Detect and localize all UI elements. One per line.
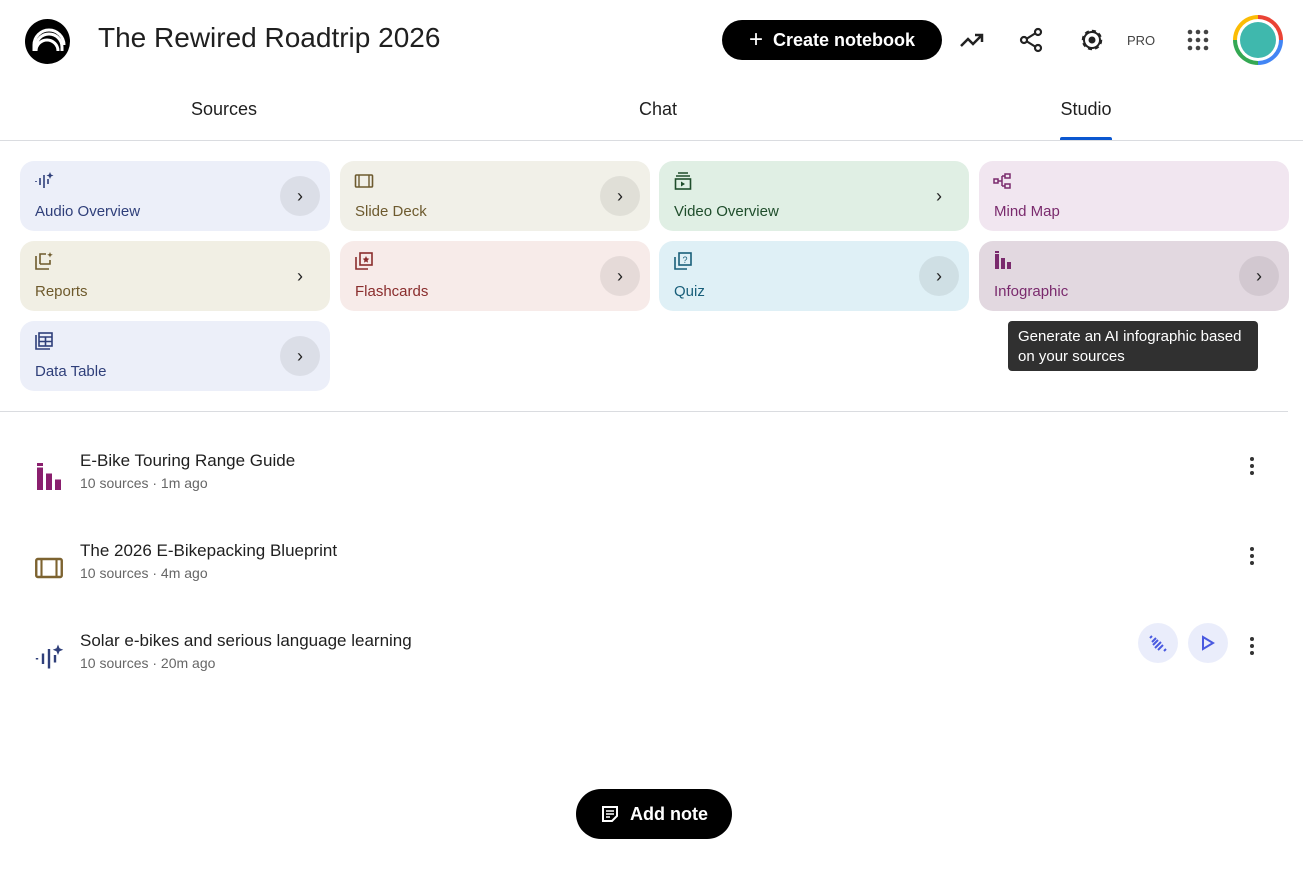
waving-hand-icon [1149, 635, 1167, 652]
chevron-right-icon[interactable]: › [280, 176, 320, 216]
flashcards-icon [354, 251, 374, 271]
apps-grid-icon[interactable] [1182, 24, 1214, 56]
chevron-right-icon[interactable]: › [936, 185, 942, 206]
studio-tool-audio-overview[interactable]: Audio Overview › [20, 161, 330, 231]
slides-icon [34, 553, 64, 583]
create-notebook-label: Create notebook [772, 29, 916, 50]
studio-tool-data-table[interactable]: Data Table › [20, 321, 330, 391]
tab-studio[interactable]: Studio [1060, 99, 1112, 119]
studio-tool-label: Reports [35, 283, 88, 300]
studio-tool-slide-deck[interactable]: Slide Deck › [340, 161, 650, 231]
settings-icon[interactable] [1076, 24, 1108, 56]
play-button[interactable] [1188, 623, 1228, 663]
mind-map-icon [993, 171, 1013, 191]
chevron-right-icon[interactable]: › [1239, 256, 1279, 296]
output-title: Solar e-bikes and serious language learn… [80, 631, 412, 650]
tab-sources[interactable]: Sources [190, 99, 258, 119]
more-options-icon[interactable] [1242, 541, 1262, 571]
add-note-label: Add note [630, 803, 708, 824]
studio-tool-label: Data Table [35, 363, 107, 380]
output-title: E-Bike Touring Range Guide [80, 451, 296, 470]
plus-icon: + [748, 26, 763, 53]
audio-waveform-icon [34, 643, 64, 673]
video-icon [673, 171, 693, 191]
chevron-right-icon[interactable]: › [919, 256, 959, 296]
studio-tool-label: Mind Map [994, 203, 1060, 220]
active-tab-indicator [1060, 137, 1112, 140]
add-note-button[interactable]: Add note [576, 789, 732, 839]
audio-waveform-icon [34, 171, 54, 191]
infographic-icon [993, 251, 1013, 271]
studio-tool-label: Flashcards [355, 283, 429, 300]
tab-chat[interactable]: Chat [638, 99, 678, 119]
chevron-right-icon[interactable]: › [600, 256, 640, 296]
studio-output-item[interactable]: Solar e-bikes and serious language learn… [0, 623, 1303, 691]
studio-tool-mind-map[interactable]: Mind Map [979, 161, 1289, 231]
reports-icon [34, 251, 54, 271]
share-icon[interactable] [1015, 24, 1047, 56]
interactive-mode-button[interactable] [1138, 623, 1178, 663]
output-title: The 2026 E-Bikepacking Blueprint [80, 541, 338, 560]
studio-tool-infographic[interactable]: Infographic › [979, 241, 1289, 311]
create-notebook-button[interactable]: + Create notebook [722, 20, 942, 60]
studio-tool-flashcards[interactable]: Flashcards › [340, 241, 650, 311]
pro-badge: PRO [1127, 33, 1156, 48]
studio-tool-label: Quiz [674, 283, 705, 300]
data-table-icon [34, 331, 54, 351]
note-icon [602, 806, 618, 822]
studio-output-item[interactable]: The 2026 E-Bikepacking Blueprint 10 sour… [0, 541, 1303, 601]
infographic-icon [34, 463, 64, 493]
play-icon [1202, 635, 1215, 651]
chevron-right-icon[interactable]: › [280, 336, 320, 376]
studio-tool-label: Audio Overview [35, 203, 141, 220]
more-options-icon[interactable] [1242, 451, 1262, 481]
chevron-right-icon[interactable]: › [297, 265, 303, 286]
tooltip: Generate an AI infographic based on your… [1008, 321, 1258, 371]
avatar[interactable] [1233, 15, 1283, 65]
notebooklm-logo[interactable] [25, 19, 70, 64]
divider [0, 411, 1288, 412]
output-meta: 10 sources · 20m ago [80, 655, 216, 671]
more-options-icon[interactable] [1242, 631, 1262, 661]
studio-tool-video-overview[interactable]: Video Overview › [659, 161, 969, 231]
studio-tool-label: Infographic [994, 283, 1069, 300]
quiz-icon: ? [673, 251, 693, 271]
analytics-icon[interactable] [956, 24, 988, 56]
studio-tool-label: Slide Deck [355, 203, 427, 220]
studio-tool-quiz[interactable]: ? Quiz › [659, 241, 969, 311]
studio-tool-label: Video Overview [674, 203, 779, 220]
studio-output-item[interactable]: E-Bike Touring Range Guide 10 sources · … [0, 451, 1303, 511]
output-meta: 10 sources · 1m ago [80, 475, 208, 491]
output-meta: 10 sources · 4m ago [80, 565, 208, 581]
divider [0, 140, 1303, 141]
chevron-right-icon[interactable]: › [600, 176, 640, 216]
svg-text:?: ? [682, 255, 687, 265]
notebook-title[interactable]: The Rewired Roadtrip 2026 [98, 22, 441, 53]
slides-icon [354, 171, 374, 191]
studio-tool-reports[interactable]: Reports › [20, 241, 330, 311]
